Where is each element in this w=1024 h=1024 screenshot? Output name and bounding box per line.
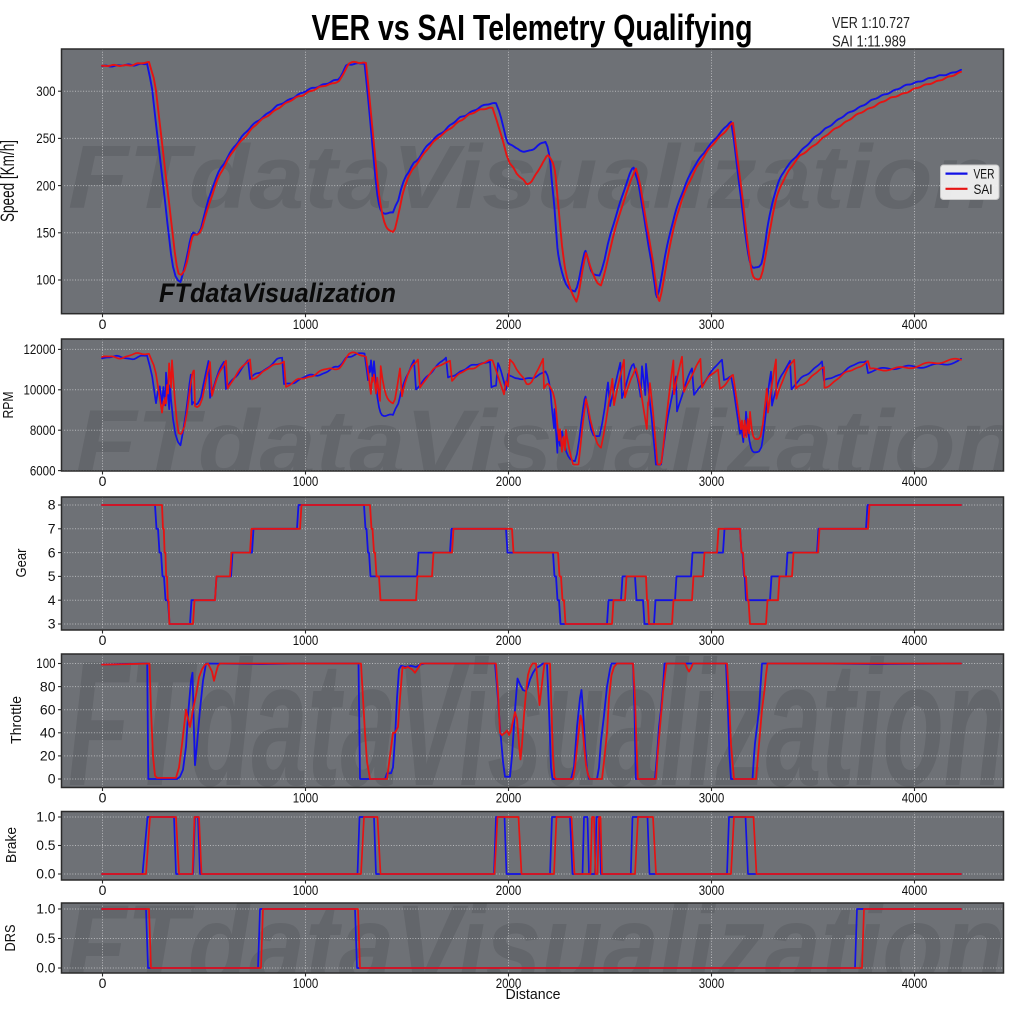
svg-text:1000: 1000 <box>293 790 319 806</box>
svg-text:2000: 2000 <box>496 790 522 806</box>
svg-text:8000: 8000 <box>30 422 56 438</box>
svg-text:4000: 4000 <box>902 882 928 898</box>
svg-text:SAI: SAI <box>974 182 993 197</box>
svg-text:8: 8 <box>48 497 56 513</box>
svg-text:20: 20 <box>40 748 56 764</box>
svg-text:6000: 6000 <box>30 462 56 478</box>
svg-text:100: 100 <box>36 272 55 288</box>
svg-text:0: 0 <box>99 316 107 332</box>
svg-text:VER: VER <box>974 167 995 182</box>
svg-text:150: 150 <box>36 225 55 241</box>
svg-text:300: 300 <box>36 83 55 99</box>
svg-text:1.0: 1.0 <box>36 809 55 825</box>
svg-text:Speed [Km/h]: Speed [Km/h] <box>0 140 19 222</box>
svg-text:Distance: Distance <box>506 987 561 1003</box>
svg-text:FTdataVisualization: FTdataVisualization <box>75 391 1017 497</box>
svg-text:VER 1:10.727: VER 1:10.727 <box>832 15 910 32</box>
svg-text:4: 4 <box>48 592 56 608</box>
svg-text:1000: 1000 <box>293 632 319 648</box>
svg-text:0: 0 <box>99 882 107 898</box>
svg-text:VER vs SAI Telemetry Qualifyin: VER vs SAI Telemetry Qualifying <box>312 7 753 48</box>
svg-text:0.5: 0.5 <box>36 930 55 946</box>
svg-text:5: 5 <box>48 568 56 584</box>
svg-text:2000: 2000 <box>496 882 522 898</box>
svg-text:3000: 3000 <box>699 882 725 898</box>
svg-text:0.0: 0.0 <box>36 960 55 976</box>
svg-text:7: 7 <box>48 521 56 537</box>
svg-text:100: 100 <box>36 655 55 671</box>
svg-text:6: 6 <box>48 544 56 560</box>
svg-text:2000: 2000 <box>496 473 522 489</box>
svg-text:4000: 4000 <box>902 632 928 648</box>
svg-text:3: 3 <box>48 616 56 632</box>
svg-text:1000: 1000 <box>293 316 319 332</box>
svg-text:2000: 2000 <box>496 975 522 991</box>
svg-text:3000: 3000 <box>699 632 725 648</box>
svg-text:3000: 3000 <box>699 975 725 991</box>
svg-text:Brake: Brake <box>3 827 20 863</box>
svg-text:80: 80 <box>40 678 56 694</box>
svg-text:1000: 1000 <box>293 473 319 489</box>
svg-text:FTdataVisualization: FTdataVisualization <box>68 624 1005 823</box>
svg-text:1000: 1000 <box>293 975 319 991</box>
svg-text:SAI 1:11.989: SAI 1:11.989 <box>832 34 906 51</box>
svg-text:250: 250 <box>36 130 55 146</box>
svg-text:0: 0 <box>99 975 107 991</box>
svg-text:Throttle: Throttle <box>8 696 25 744</box>
svg-text:0.5: 0.5 <box>36 837 55 853</box>
svg-text:FTdataVisualization: FTdataVisualization <box>68 128 993 228</box>
svg-text:1.0: 1.0 <box>36 901 55 917</box>
svg-text:3000: 3000 <box>699 316 725 332</box>
svg-text:4000: 4000 <box>902 790 928 806</box>
svg-text:0: 0 <box>99 632 107 648</box>
svg-text:40: 40 <box>40 725 56 741</box>
svg-text:4000: 4000 <box>902 473 928 489</box>
svg-text:1000: 1000 <box>293 882 319 898</box>
svg-text:0: 0 <box>99 790 107 806</box>
svg-text:3000: 3000 <box>699 790 725 806</box>
svg-text:0: 0 <box>99 473 107 489</box>
svg-text:Gear: Gear <box>13 549 30 578</box>
svg-text:DRS: DRS <box>2 925 19 952</box>
svg-text:2000: 2000 <box>496 632 522 648</box>
svg-text:3000: 3000 <box>699 473 725 489</box>
svg-text:4000: 4000 <box>902 975 928 991</box>
svg-text:12000: 12000 <box>24 341 56 357</box>
svg-text:200: 200 <box>36 177 55 193</box>
svg-text:2000: 2000 <box>496 316 522 332</box>
svg-text:10000: 10000 <box>24 382 56 398</box>
svg-text:60: 60 <box>40 701 56 717</box>
svg-text:FTdataVisualization: FTdataVisualization <box>159 278 396 308</box>
svg-text:4000: 4000 <box>902 316 928 332</box>
svg-text:0.0: 0.0 <box>36 866 55 882</box>
svg-text:RPM: RPM <box>0 392 17 419</box>
svg-text:0: 0 <box>48 771 56 787</box>
